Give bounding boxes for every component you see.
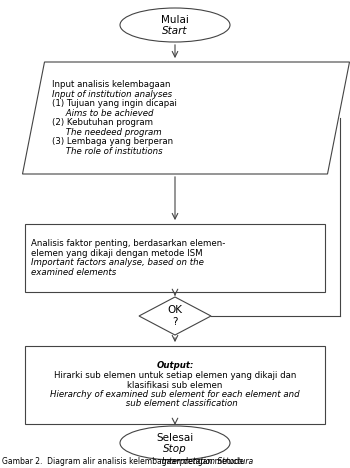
Text: Gambar 2.  Diagram alir analisis kelembagaan dengan metode: Gambar 2. Diagram alir analisis kelembag… xyxy=(2,456,246,466)
Bar xyxy=(25,224,325,292)
Text: Stop: Stop xyxy=(163,444,187,454)
Text: (1) Tujuan yang ingin dicapai: (1) Tujuan yang ingin dicapai xyxy=(52,99,177,108)
Text: Hirarki sub elemen untuk setiap elemen yang dikaji dan: Hirarki sub elemen untuk setiap elemen y… xyxy=(54,371,296,380)
Text: OK: OK xyxy=(168,305,182,315)
Text: Selesai: Selesai xyxy=(156,433,194,443)
Polygon shape xyxy=(139,297,211,335)
Text: Input analisis kelembagaan: Input analisis kelembagaan xyxy=(52,80,171,89)
Text: sub element classification: sub element classification xyxy=(112,400,238,409)
Text: Important factors analyse, based on the: Important factors analyse, based on the xyxy=(31,258,204,267)
Text: Output:: Output: xyxy=(156,361,194,371)
Text: Analisis faktor penting, berdasarkan elemen-: Analisis faktor penting, berdasarkan ele… xyxy=(31,239,225,248)
Text: Interpretation Structura: Interpretation Structura xyxy=(162,456,254,466)
Text: Input of institution analyses: Input of institution analyses xyxy=(52,90,173,99)
Ellipse shape xyxy=(120,8,230,42)
Text: elemen yang dikaji dengan metode ISM: elemen yang dikaji dengan metode ISM xyxy=(31,249,203,258)
Text: Start: Start xyxy=(162,26,188,36)
Text: examined elements: examined elements xyxy=(31,268,116,277)
Text: ?: ? xyxy=(172,317,178,327)
Text: (3) Lembaga yang berperan: (3) Lembaga yang berperan xyxy=(52,137,174,146)
Text: The role of institutions: The role of institutions xyxy=(52,147,163,156)
Polygon shape xyxy=(22,62,350,174)
Text: (2) Kebutuhan program: (2) Kebutuhan program xyxy=(52,118,154,127)
Ellipse shape xyxy=(120,426,230,460)
Text: Aims to be achieved: Aims to be achieved xyxy=(52,109,154,118)
Text: Hierarchy of examined sub element for each element and: Hierarchy of examined sub element for ea… xyxy=(50,390,300,399)
Text: The needeed program: The needeed program xyxy=(52,128,162,137)
Bar xyxy=(25,346,325,424)
Text: klasifikasi sub elemen: klasifikasi sub elemen xyxy=(127,380,223,389)
Text: Mulai: Mulai xyxy=(161,15,189,25)
